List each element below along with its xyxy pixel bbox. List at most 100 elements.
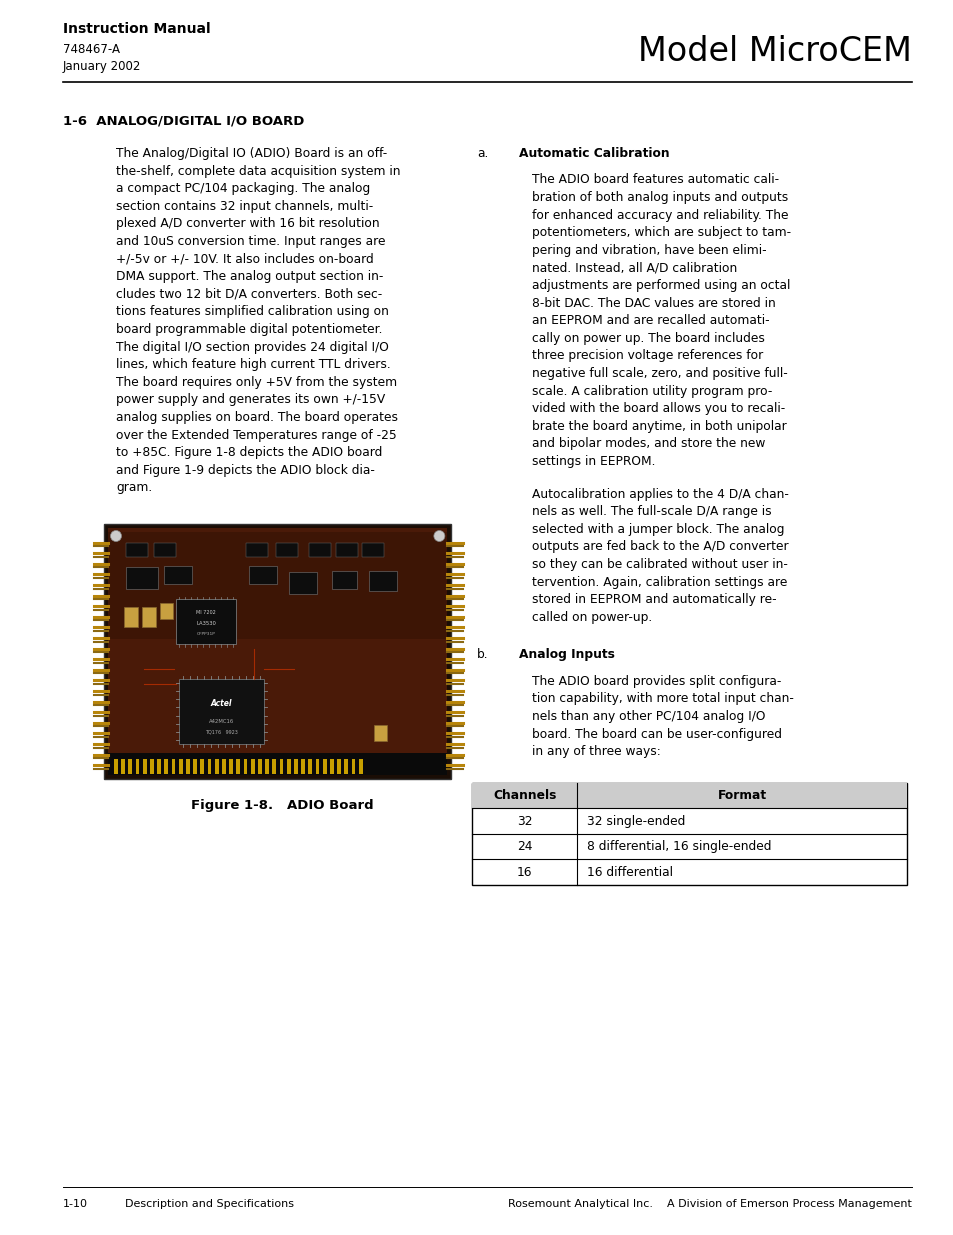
Text: tions features simplified calibration using on: tions features simplified calibration us… <box>116 305 389 319</box>
Bar <box>135 758 139 773</box>
Bar <box>108 753 447 776</box>
Text: section contains 32 input channels, multi-: section contains 32 input channels, mult… <box>116 200 373 212</box>
Text: Analog Inputs: Analog Inputs <box>518 648 615 662</box>
Bar <box>273 758 276 773</box>
Text: power supply and generates its own +/-15V: power supply and generates its own +/-15… <box>116 394 385 406</box>
Text: Instruction Manual: Instruction Manual <box>63 22 211 36</box>
Text: TQ176   9923: TQ176 9923 <box>205 730 237 735</box>
Text: lines, which feature high current TTL drivers.: lines, which feature high current TTL dr… <box>116 358 391 372</box>
Text: scale. A calibration utility program pro-: scale. A calibration utility program pro… <box>532 384 772 398</box>
Bar <box>178 758 182 773</box>
Bar <box>150 758 153 773</box>
Bar <box>308 758 312 773</box>
Text: cludes two 12 bit D/A converters. Both sec-: cludes two 12 bit D/A converters. Both s… <box>116 288 382 301</box>
Bar <box>126 543 148 557</box>
Text: nels as well. The full-scale D/A range is: nels as well. The full-scale D/A range i… <box>532 505 771 519</box>
Bar <box>335 543 357 557</box>
Text: a compact PC/104 packaging. The analog: a compact PC/104 packaging. The analog <box>116 183 370 195</box>
Bar <box>289 572 316 594</box>
Bar <box>243 758 247 773</box>
Text: nated. Instead, all A/D calibration: nated. Instead, all A/D calibration <box>532 262 737 274</box>
Bar <box>358 758 362 773</box>
Bar <box>275 543 297 557</box>
Text: stored in EEPROM and automatically re-: stored in EEPROM and automatically re- <box>532 593 776 606</box>
Bar <box>472 783 906 884</box>
Text: Automatic Calibration: Automatic Calibration <box>518 147 669 161</box>
Bar <box>322 758 326 773</box>
Text: for enhanced accuracy and reliability. The: for enhanced accuracy and reliability. T… <box>532 209 788 221</box>
Bar <box>222 758 226 773</box>
Text: in any of three ways:: in any of three ways: <box>532 745 660 758</box>
Text: pering and vibration, have been elimi-: pering and vibration, have been elimi- <box>532 243 766 257</box>
Bar <box>108 529 447 776</box>
Text: Rosemount Analytical Inc.    A Division of Emerson Process Management: Rosemount Analytical Inc. A Division of … <box>508 1199 911 1209</box>
Text: DMA support. The analog output section in-: DMA support. The analog output section i… <box>116 270 383 283</box>
Text: gram.: gram. <box>116 482 152 494</box>
Text: outputs are fed back to the A/D converter: outputs are fed back to the A/D converte… <box>532 541 788 553</box>
Circle shape <box>434 762 444 773</box>
Text: 1-6  ANALOG/DIGITAL I/O BOARD: 1-6 ANALOG/DIGITAL I/O BOARD <box>63 114 304 127</box>
Text: over the Extended Temperatures range of -25: over the Extended Temperatures range of … <box>116 429 396 442</box>
Bar <box>121 758 125 773</box>
Text: 16 differential: 16 differential <box>587 866 673 878</box>
Text: The digital I/O section provides 24 digital I/O: The digital I/O section provides 24 digi… <box>116 341 389 353</box>
Text: brate the board anytime, in both unipolar: brate the board anytime, in both unipola… <box>532 420 786 432</box>
Bar <box>172 758 175 773</box>
Text: The ADIO board provides split configura-: The ADIO board provides split configura- <box>532 674 781 688</box>
Text: Format: Format <box>717 789 766 802</box>
Text: an EEPROM and are recalled automati-: an EEPROM and are recalled automati- <box>532 314 769 327</box>
Bar <box>301 758 305 773</box>
Bar <box>186 758 190 773</box>
Bar <box>214 758 218 773</box>
Text: +/-5v or +/- 10V. It also includes on-board: +/-5v or +/- 10V. It also includes on-bo… <box>116 253 374 266</box>
Bar <box>246 543 268 557</box>
Text: potentiometers, which are subject to tam-: potentiometers, which are subject to tam… <box>532 226 791 240</box>
Bar <box>361 543 384 557</box>
Circle shape <box>434 531 444 541</box>
Text: 1-10: 1-10 <box>63 1199 88 1209</box>
Text: and Figure 1-9 depicts the ADIO block dia-: and Figure 1-9 depicts the ADIO block di… <box>116 464 375 477</box>
Text: CFPP31P: CFPP31P <box>196 632 215 636</box>
Bar <box>157 758 161 773</box>
Bar <box>257 758 261 773</box>
Bar <box>208 758 212 773</box>
Bar <box>472 783 906 808</box>
Bar <box>332 571 356 589</box>
Text: A42MC16: A42MC16 <box>209 719 233 724</box>
Bar <box>153 543 175 557</box>
Bar <box>164 758 168 773</box>
Bar <box>236 758 240 773</box>
Bar <box>279 758 283 773</box>
Circle shape <box>111 531 121 541</box>
Bar <box>193 758 196 773</box>
Bar <box>265 758 269 773</box>
Text: called on power-up.: called on power-up. <box>532 611 652 624</box>
Bar <box>352 758 355 773</box>
Text: The ADIO board features automatic cali-: The ADIO board features automatic cali- <box>532 173 779 186</box>
Text: analog supplies on board. The board operates: analog supplies on board. The board oper… <box>116 411 397 424</box>
Bar <box>104 524 451 779</box>
Bar <box>315 758 319 773</box>
Text: b.: b. <box>476 648 489 662</box>
Bar <box>294 758 297 773</box>
Bar <box>374 725 387 741</box>
Text: and bipolar modes, and store the new: and bipolar modes, and store the new <box>532 437 765 451</box>
Bar <box>108 531 447 638</box>
Text: Autocalibration applies to the 4 D/A chan-: Autocalibration applies to the 4 D/A cha… <box>532 488 788 500</box>
Text: board. The board can be user-configured: board. The board can be user-configured <box>532 727 781 741</box>
Text: 24: 24 <box>517 840 532 853</box>
Text: 32 single-ended: 32 single-ended <box>587 815 685 827</box>
Bar <box>175 599 235 643</box>
Text: nels than any other PC/104 analog I/O: nels than any other PC/104 analog I/O <box>532 710 765 722</box>
Bar <box>124 606 138 627</box>
Text: board programmable digital potentiometer.: board programmable digital potentiometer… <box>116 324 382 336</box>
Bar <box>142 606 156 627</box>
Text: cally on power up. The board includes: cally on power up. The board includes <box>532 332 764 345</box>
Bar <box>179 679 264 743</box>
Text: so they can be calibrated without user in-: so they can be calibrated without user i… <box>532 558 787 571</box>
Text: tervention. Again, calibration settings are: tervention. Again, calibration settings … <box>532 576 787 589</box>
Text: to +85C. Figure 1-8 depicts the ADIO board: to +85C. Figure 1-8 depicts the ADIO boa… <box>116 446 382 459</box>
Bar <box>143 758 147 773</box>
Bar <box>200 758 204 773</box>
Text: selected with a jumper block. The analog: selected with a jumper block. The analog <box>532 522 784 536</box>
